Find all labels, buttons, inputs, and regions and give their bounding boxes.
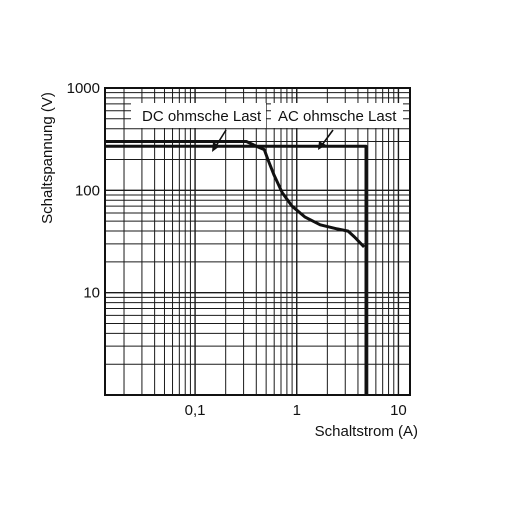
x-tick-label: 0,1 (185, 402, 206, 419)
ac-curve-label: AC ohmsche Last (278, 108, 397, 125)
plot-area (105, 88, 410, 395)
x-axis-title: Schaltstrom (A) (315, 423, 418, 440)
y-tick-label: 100 (75, 182, 100, 199)
dc-label-box (131, 103, 266, 128)
y-axis-title: Schaltspannung (V) (39, 92, 56, 224)
dc-label-arrow (215, 129, 227, 147)
ac-label-arrow (321, 129, 334, 146)
plot-frame (104, 87, 411, 396)
dc-label-arrowhead (212, 142, 220, 152)
ac-label-box (271, 103, 403, 128)
x-tick-label: 10 (390, 402, 407, 419)
y-tick-label: 10 (83, 285, 100, 302)
ac-label-arrowhead (318, 141, 326, 150)
dc-curve-label: DC ohmsche Last (142, 108, 262, 125)
y-tick-label: 1000 (67, 80, 100, 97)
ac-curve (105, 144, 368, 395)
x-tick-label: 1 (293, 402, 301, 419)
